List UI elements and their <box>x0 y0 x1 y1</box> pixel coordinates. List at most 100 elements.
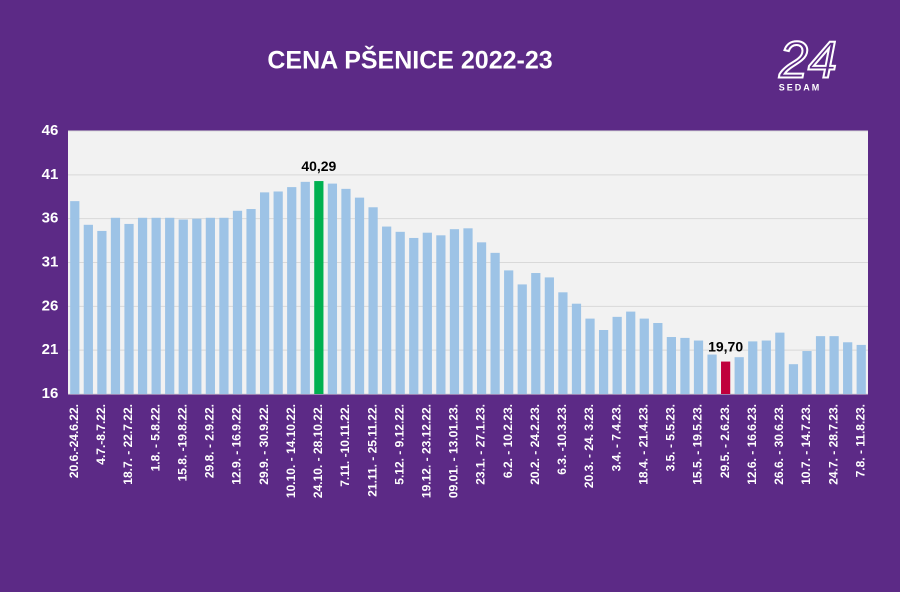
y-tick-label: 21 <box>42 341 59 358</box>
bar <box>666 337 676 394</box>
x-tick-label: 24.10. - 28.10.22. <box>311 404 325 498</box>
bar <box>449 229 460 394</box>
bar <box>815 336 826 394</box>
x-tick-label: 24.7. - 28.7.23. <box>826 404 840 485</box>
x-tick-label: 6.2. - 10.2.23. <box>501 404 515 478</box>
y-tick-label: 46 <box>42 122 59 139</box>
bar <box>734 357 744 394</box>
bar <box>165 217 175 394</box>
bar <box>260 192 270 394</box>
bar <box>571 303 582 394</box>
bar <box>707 354 717 394</box>
value-label: 40,29 <box>301 158 336 174</box>
x-tick-label: 29.5. - 2.6.23. <box>718 404 732 478</box>
bar <box>653 322 663 394</box>
y-tick-label: 16 <box>42 385 59 402</box>
bar <box>476 242 487 394</box>
bar <box>504 270 514 394</box>
x-tick-label: 29.8. - 2.9.22. <box>203 404 217 478</box>
bar <box>341 188 351 394</box>
bar <box>327 183 338 394</box>
x-tick-label: 3.4. - 7.4.23. <box>609 404 623 471</box>
x-tick-label: 6.3. -10.3.23. <box>555 404 569 475</box>
bar <box>178 219 188 394</box>
logo-text: SEDAM <box>779 82 822 92</box>
bar <box>368 207 378 394</box>
bar <box>314 181 324 394</box>
x-tick-label: 15.8. -19.8.22. <box>175 404 189 481</box>
x-tick-label: 29.9. - 30.9.22. <box>257 404 271 485</box>
bar <box>544 277 554 394</box>
bar <box>300 181 310 394</box>
bar <box>531 273 541 394</box>
x-tick-label: 5.12. - 9.12.22. <box>392 404 406 485</box>
bar <box>680 337 690 394</box>
x-tick-label: 18.4. - 21.4.23. <box>636 404 650 485</box>
x-tick-label: 19.12. - 23.12.22. <box>419 404 433 498</box>
bar <box>436 235 446 394</box>
bar <box>232 210 243 394</box>
x-tick-label: 7.11. -10.11.22. <box>338 404 352 487</box>
x-tick-label: 18.7. - 22.7.22. <box>121 404 135 485</box>
value-label: 19,70 <box>708 338 743 354</box>
x-tick-label: 3.5. - 5.5.23. <box>664 404 678 471</box>
x-tick-label: 20.3. - 24. 3.23. <box>582 404 596 488</box>
bar <box>246 209 256 394</box>
y-tick-label: 41 <box>42 166 59 183</box>
x-tick-label: 23.1. - 27.1.23. <box>474 404 488 485</box>
bar <box>382 226 392 394</box>
bar <box>829 336 839 394</box>
x-tick-label: 21.11. - 25.11.22. <box>365 404 379 497</box>
bar <box>83 224 93 394</box>
bar <box>287 187 297 394</box>
bar <box>205 217 215 394</box>
x-tick-label: 1.8. - 5.8.22. <box>148 404 162 471</box>
bar <box>585 318 595 394</box>
bar <box>192 218 202 394</box>
bar <box>490 252 500 394</box>
x-tick-label: 20.6.-24.6.22. <box>67 404 81 478</box>
bar <box>409 237 419 394</box>
y-tick-label: 31 <box>42 253 59 270</box>
bar <box>395 231 405 394</box>
bar <box>558 292 568 394</box>
bar <box>802 351 812 394</box>
x-tick-label: 10.7. - 14.7.23. <box>799 404 813 485</box>
x-tick-label: 20.2. - 24.2.23. <box>528 404 542 485</box>
x-tick-label: 26.6. - 30.6.23. <box>772 404 786 485</box>
bar <box>612 316 622 394</box>
bar <box>748 341 758 394</box>
bar <box>856 344 866 394</box>
bar <box>273 191 283 394</box>
bar <box>843 342 853 394</box>
bar <box>97 230 107 394</box>
bar <box>639 318 649 394</box>
bar <box>598 330 609 394</box>
bar <box>788 364 799 394</box>
bar <box>354 197 365 394</box>
x-tick-label: 12.6. - 16.6.23. <box>745 404 759 485</box>
bar <box>775 332 785 394</box>
y-tick-label: 36 <box>42 210 59 227</box>
bar <box>151 217 161 394</box>
x-tick-label: 10.10. - 14.10.22. <box>284 404 298 498</box>
x-tick-label: 7.8. - 11.8.23. <box>853 404 867 477</box>
bar <box>422 232 432 394</box>
bar <box>517 284 527 394</box>
bar <box>70 201 80 394</box>
bar <box>137 217 148 394</box>
bar <box>110 217 121 394</box>
bar <box>219 217 229 394</box>
x-tick-label: 09.01. - 13.01.23. <box>447 404 461 498</box>
bar <box>463 228 473 394</box>
bar <box>761 340 771 394</box>
logo-number: 24 <box>778 32 837 90</box>
x-tick-label: 12.9. - 16.9.22. <box>230 404 244 485</box>
bar <box>721 361 731 394</box>
bar <box>626 311 636 394</box>
chart-title: CENA PŠENICE 2022-23 <box>267 45 552 75</box>
x-tick-label: 15.5. - 19.5.23. <box>691 404 705 485</box>
y-tick-label: 26 <box>42 297 59 314</box>
bar <box>124 223 134 394</box>
